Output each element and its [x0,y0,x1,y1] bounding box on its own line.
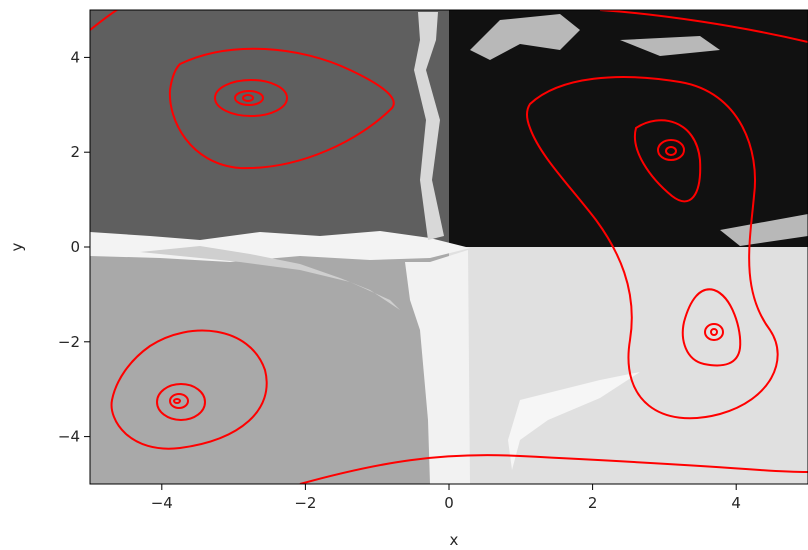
left-speckle [140,246,400,310]
region-lower-left [90,247,449,484]
contour-top-left-corner [90,10,119,31]
x-axis: −4 −2 0 2 4 [151,484,741,512]
right-boundary-speckle [470,14,808,246]
contour-lower-left-outer [110,329,268,450]
contour-lower-left-core [173,398,181,404]
contour-lower-right-outer [681,288,742,367]
y-tick-label: 4 [70,48,80,66]
contour-upper-left-core [242,94,254,102]
x-axis-label: x [450,531,459,549]
contour-upper-left-outer [168,47,395,170]
contour-lower-right-core [710,328,718,336]
contour-lines [90,10,808,484]
contour-upper-left-inner [234,90,264,106]
region-upper-left [90,10,449,247]
vertical-boundary-band [405,250,470,484]
contour-lower-right-inner [704,323,724,341]
decision-boundary-band [90,12,808,484]
contour-upper-right-mid [633,119,702,203]
contour-upper-right-outer [526,76,779,420]
x-tick-label: −2 [294,494,316,512]
y-axis: −4 −2 0 2 4 [58,48,90,446]
y-tick-label: 0 [70,238,80,256]
y-tick-label: −2 [58,333,80,351]
y-axis-label: y [8,242,26,251]
y-tick-label: 2 [70,143,80,161]
x-tick-label: 4 [731,494,741,512]
lower-speckle [508,372,640,470]
contour-lower-left-mid [156,383,206,421]
x-tick-label: −4 [151,494,173,512]
top-boundary-speckle [414,12,444,240]
x-tick-label: 0 [444,494,454,512]
contour-lower-left-inner [169,393,189,409]
contour-upper-right-inner [657,139,685,161]
contour-upper-right-core [665,146,677,156]
x-tick-label: 2 [588,494,598,512]
y-tick-label: −4 [58,428,80,446]
contour-upper-left-mid [214,79,288,117]
plot-area [90,10,808,484]
contour-top-right-corner [599,10,808,43]
contour-bottom-arc [299,454,808,484]
